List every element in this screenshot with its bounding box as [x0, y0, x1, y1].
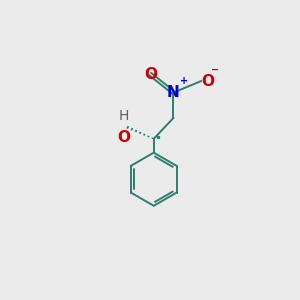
Text: N: N	[167, 85, 180, 100]
Text: O: O	[144, 67, 157, 82]
Text: −: −	[211, 64, 219, 75]
Text: H: H	[118, 109, 129, 123]
Text: O: O	[201, 74, 214, 88]
Text: O: O	[117, 130, 130, 145]
Text: +: +	[180, 76, 188, 86]
